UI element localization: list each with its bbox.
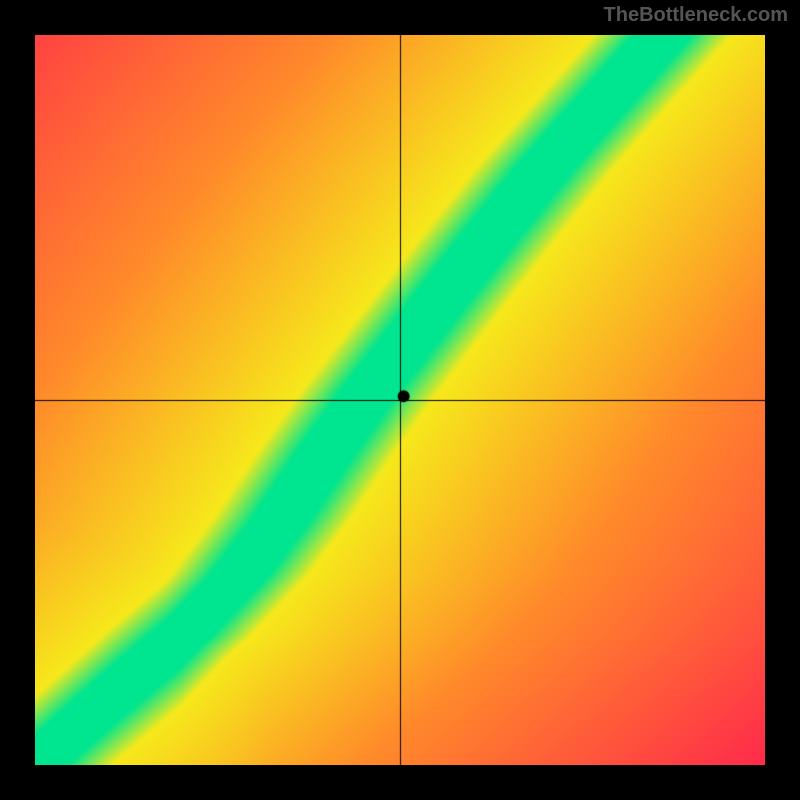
heatmap-canvas: [35, 35, 765, 765]
frame-bottom: [0, 765, 800, 800]
heatmap-plot-area: [35, 35, 765, 765]
frame-right: [765, 0, 800, 800]
watermark-text: TheBottleneck.com: [604, 4, 788, 27]
frame-left: [0, 0, 35, 800]
chart-container: TheBottleneck.com: [0, 0, 800, 800]
